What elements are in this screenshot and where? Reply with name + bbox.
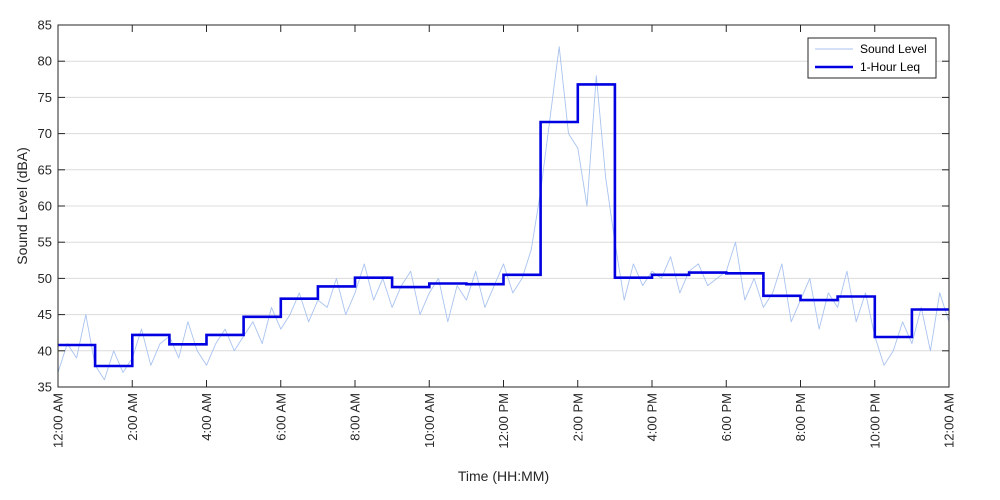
- x-tick-label: 10:00 PM: [867, 393, 882, 449]
- x-tick-label: 12:00 PM: [496, 393, 511, 449]
- leq-series: [58, 83, 949, 368]
- x-tick-labels: 12:00 AM 2:00 AM 4:00 AM 6:00 AM 8:00 AM 10:0…: [51, 393, 957, 449]
- x-tick-label: 12:00 AM: [51, 393, 66, 448]
- y-tick-label: 85: [38, 18, 52, 33]
- y-tick-label: 65: [38, 162, 52, 177]
- x-axis-title: Time (HH:MM): [458, 468, 549, 484]
- y-tick-label: 80: [38, 54, 52, 69]
- x-tick-label: 2:00 AM: [125, 393, 140, 441]
- axis-ticks: [57, 24, 950, 388]
- y-tick-label: 55: [38, 235, 52, 250]
- y-tick-label: 50: [38, 271, 52, 286]
- legend-label-1-hour-leq: 1-Hour Leq: [860, 60, 920, 74]
- legend: Sound Level 1-Hour Leq: [807, 37, 937, 79]
- y-tick-label: 35: [38, 380, 52, 395]
- y-tick-label: 60: [38, 199, 52, 214]
- x-tick-label: 4:00 PM: [645, 393, 660, 441]
- x-tick-label: 4:00 AM: [199, 393, 214, 441]
- y-tick-label: 40: [38, 343, 52, 358]
- x-tick-label: 2:00 PM: [570, 393, 585, 441]
- y-tick-label: 70: [38, 126, 52, 141]
- y-tick-label: 45: [38, 307, 52, 322]
- legend-label-sound-level: Sound Level: [860, 42, 927, 56]
- x-tick-label: 12:00 AM: [942, 393, 957, 448]
- x-tick-label: 10:00 AM: [422, 393, 437, 448]
- y-tick-labels: 35 40 45 50 55 60 65 70 75 80 85: [38, 18, 52, 395]
- x-tick-label: 6:00 PM: [719, 393, 734, 441]
- leq-step-line: [58, 83, 949, 368]
- x-tick-label: 8:00 AM: [348, 393, 363, 441]
- x-tick-label: 6:00 AM: [273, 393, 288, 441]
- legend-box: [807, 37, 937, 79]
- y-axis-title: Sound Level (dBA): [14, 147, 30, 265]
- x-tick-label: 8:00 PM: [793, 393, 808, 441]
- y-tick-label: 75: [38, 90, 52, 105]
